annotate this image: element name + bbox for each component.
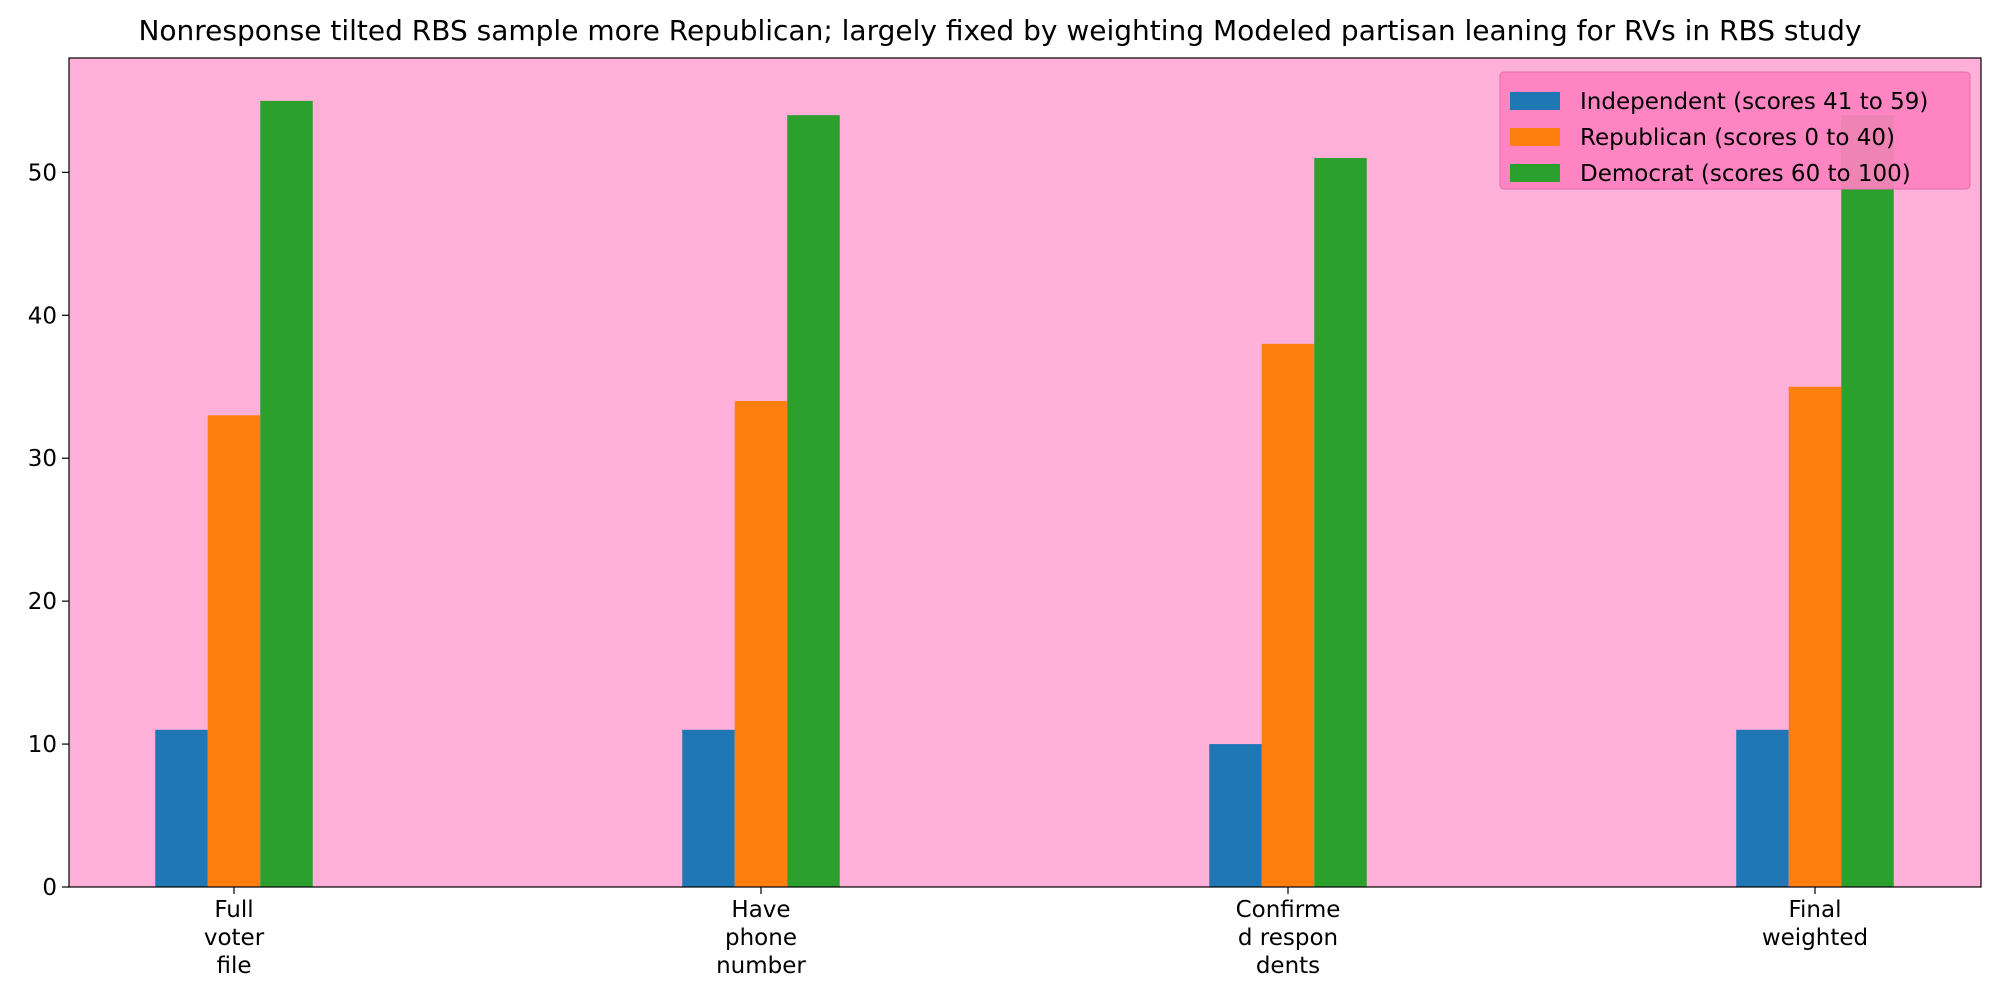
x-tick-label: Full voter file [204, 897, 265, 979]
chart-title: Nonresponse tilted RBS sample more Repub… [138, 14, 1861, 47]
legend-label: Republican (scores 0 to 40) [1580, 125, 1895, 151]
legend: Independent (scores 41 to 59) Republican … [1499, 71, 1971, 190]
y-tick-label: 50 [28, 160, 57, 186]
bar-republican-2 [1261, 343, 1315, 887]
legend-box [1499, 71, 1971, 190]
plot-frame [68, 57, 1982, 888]
bar-republican-0 [207, 415, 261, 887]
bar-independent-2 [1209, 744, 1262, 887]
legend-label: Independent (scores 41 to 59) [1580, 89, 1928, 115]
plot-background [69, 58, 1981, 887]
x-tick-label: Confirme d respon dents [1236, 897, 1341, 979]
legend-swatch [1510, 92, 1560, 110]
bar-independent-1 [682, 729, 735, 887]
y-tick-label: 0 [42, 875, 57, 901]
legend-label: Democrat (scores 60 to 100) [1580, 161, 1911, 187]
y-tick-label: 10 [28, 732, 57, 758]
y-tick-label: 30 [28, 446, 57, 472]
bar-republican-3 [1788, 386, 1842, 887]
bar-republican-1 [734, 401, 788, 887]
bar-democrat-2 [1314, 158, 1367, 887]
legend-swatch [1510, 164, 1560, 182]
bar-democrat-3 [1841, 115, 1894, 887]
axes-layer [68, 57, 1982, 888]
bar-independent-3 [1736, 729, 1789, 887]
ticks-layer: 0 10 20 30 40 50 Full voter file Have phone number C… [28, 160, 1868, 979]
x-tick-label: Final weighted [1762, 897, 1868, 951]
bar-independent-0 [155, 729, 208, 887]
bar-democrat-1 [787, 115, 840, 887]
bar-democrat-0 [260, 100, 313, 887]
x-tick-label: Have phone number [716, 897, 806, 979]
y-tick-label: 40 [28, 303, 57, 329]
bars-layer [155, 100, 1894, 887]
legend-swatch [1510, 128, 1560, 146]
y-tick-label: 20 [28, 589, 57, 615]
